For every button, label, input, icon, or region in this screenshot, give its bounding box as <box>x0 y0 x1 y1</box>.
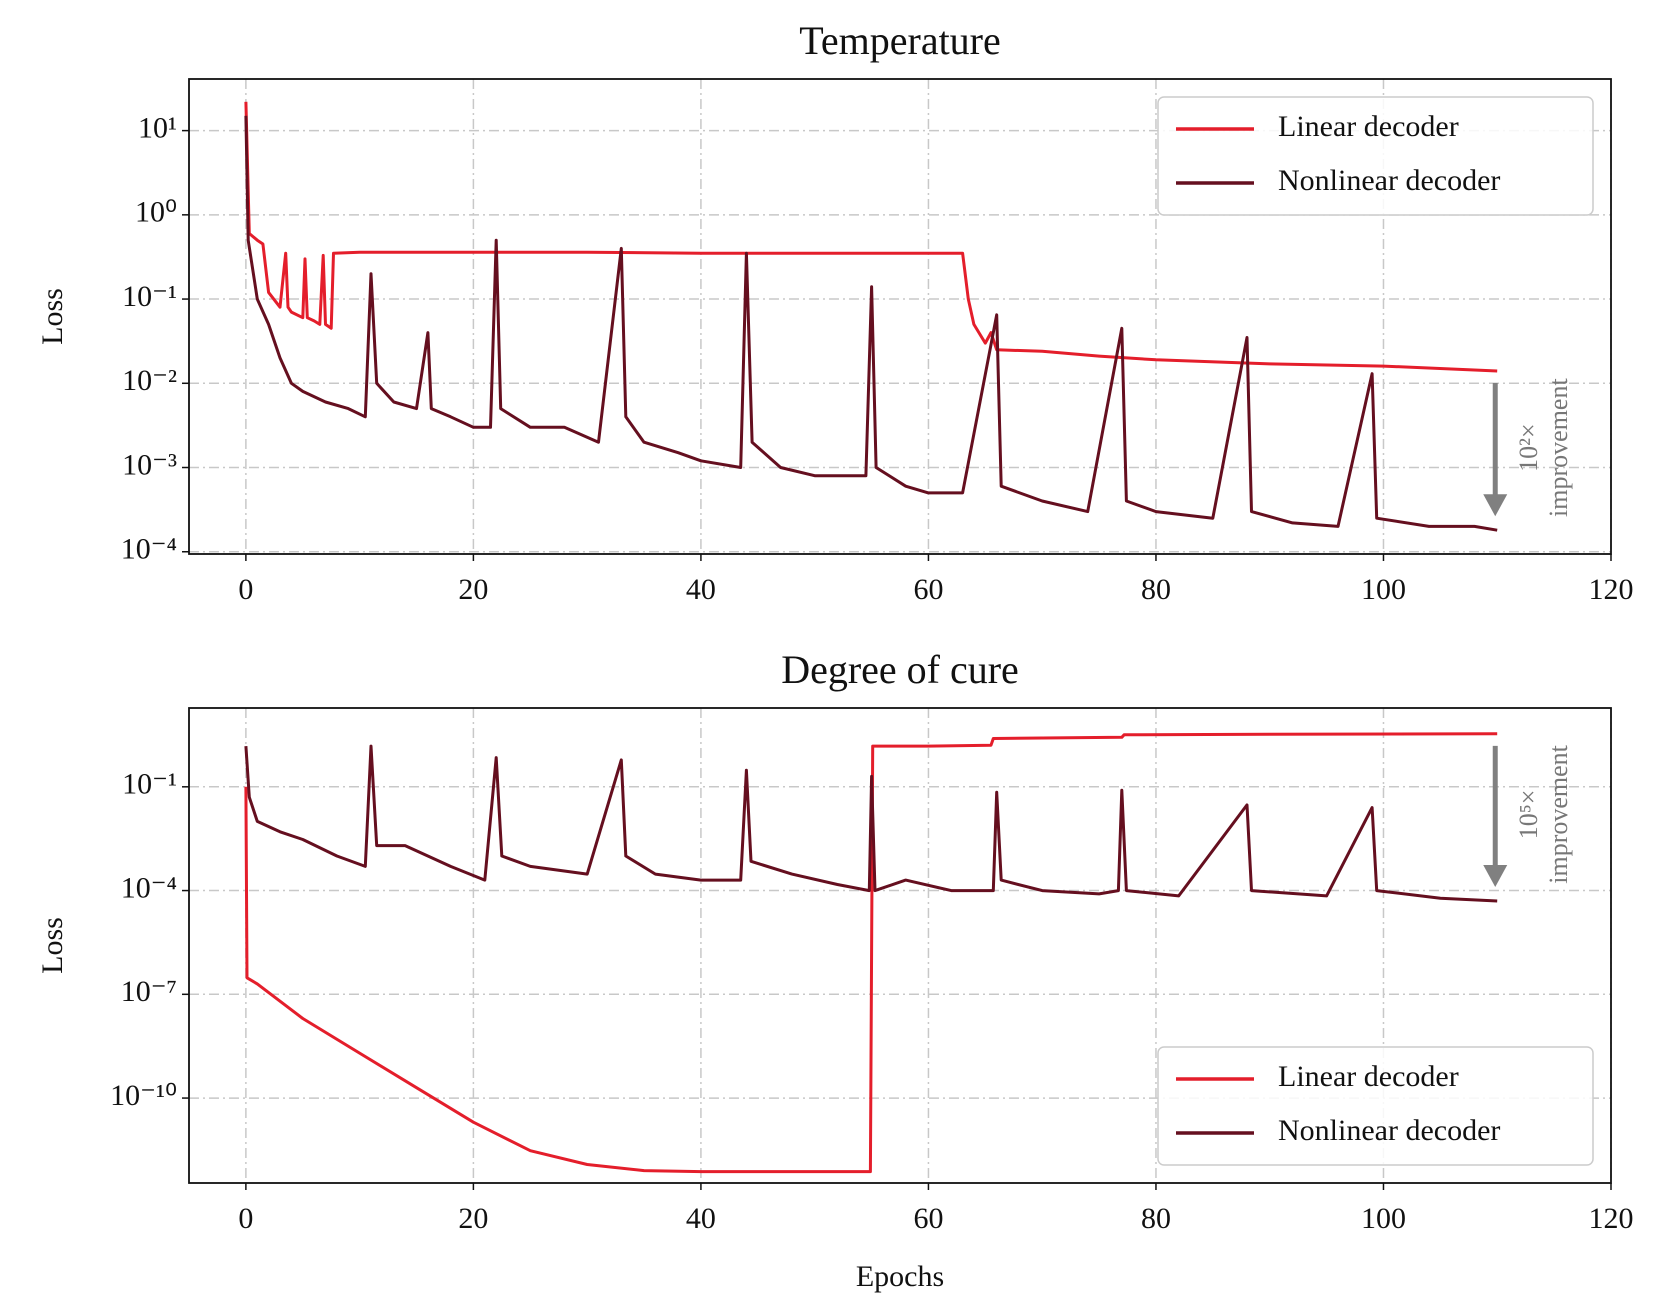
legend-label: Nonlinear decoder <box>1278 164 1500 197</box>
annotation-text: 10²× <box>1514 423 1543 471</box>
x-tick-label: 120 <box>1589 573 1634 606</box>
x-tick-label: 80 <box>1141 1202 1171 1235</box>
legend-label: Linear decoder <box>1278 1060 1459 1093</box>
y-tick-label: 10⁻⁴ <box>121 533 177 566</box>
series-line <box>244 732 1498 1174</box>
y-tick-label: 10⁻¹ <box>122 768 177 801</box>
annotation-arrowhead <box>1483 494 1508 517</box>
x-tick-label: 0 <box>238 1202 253 1235</box>
legend-label: Linear decoder <box>1278 110 1459 143</box>
axes-frame <box>188 707 1612 1184</box>
y-tick-label: 10⁻¹⁰ <box>110 1079 177 1112</box>
series-line <box>244 744 1498 903</box>
x-tick-label: 120 <box>1589 1202 1634 1235</box>
chart-title: Temperature <box>799 18 1001 63</box>
annotation-text: improvement <box>1544 378 1573 517</box>
x-tick-label: 100 <box>1361 573 1406 606</box>
x-tick-label: 40 <box>686 573 716 606</box>
series-line <box>244 115 1498 532</box>
x-tick-label: 40 <box>686 1202 716 1235</box>
series-line <box>244 101 1498 373</box>
x-tick-label: 0 <box>238 573 253 606</box>
x-tick-label: 20 <box>458 1202 488 1235</box>
y-tick-label: 10⁻⁷ <box>121 975 177 1008</box>
y-tick-label: 10⁻³ <box>122 448 177 481</box>
y-tick-label: 10⁻² <box>122 364 177 397</box>
legend-box <box>1157 1046 1594 1166</box>
y-axis-label: Loss <box>36 917 69 974</box>
y-tick-label: 10⁻¹ <box>122 280 177 313</box>
x-tick-label: 100 <box>1361 1202 1406 1235</box>
y-tick-label: 10⁰ <box>135 196 177 229</box>
x-tick-label: 60 <box>913 1202 943 1235</box>
y-axis-label: Loss <box>36 288 69 345</box>
x-tick-label: 20 <box>458 573 488 606</box>
x-tick-label: 80 <box>1141 573 1171 606</box>
legend-label: Nonlinear decoder <box>1278 1114 1500 1147</box>
chart-title: Degree of cure <box>781 647 1019 692</box>
y-tick-label: 10⁻⁴ <box>121 871 177 904</box>
y-tick-label: 10¹ <box>138 112 177 145</box>
x-tick-label: 60 <box>913 573 943 606</box>
axes-frame <box>188 78 1612 555</box>
annotation-text: improvement <box>1544 744 1573 883</box>
x-axis-label: Epochs <box>856 1260 944 1293</box>
annotation-text: 10⁵× <box>1514 790 1543 840</box>
legend-box <box>1157 96 1594 216</box>
annotation-arrowhead <box>1483 864 1508 887</box>
